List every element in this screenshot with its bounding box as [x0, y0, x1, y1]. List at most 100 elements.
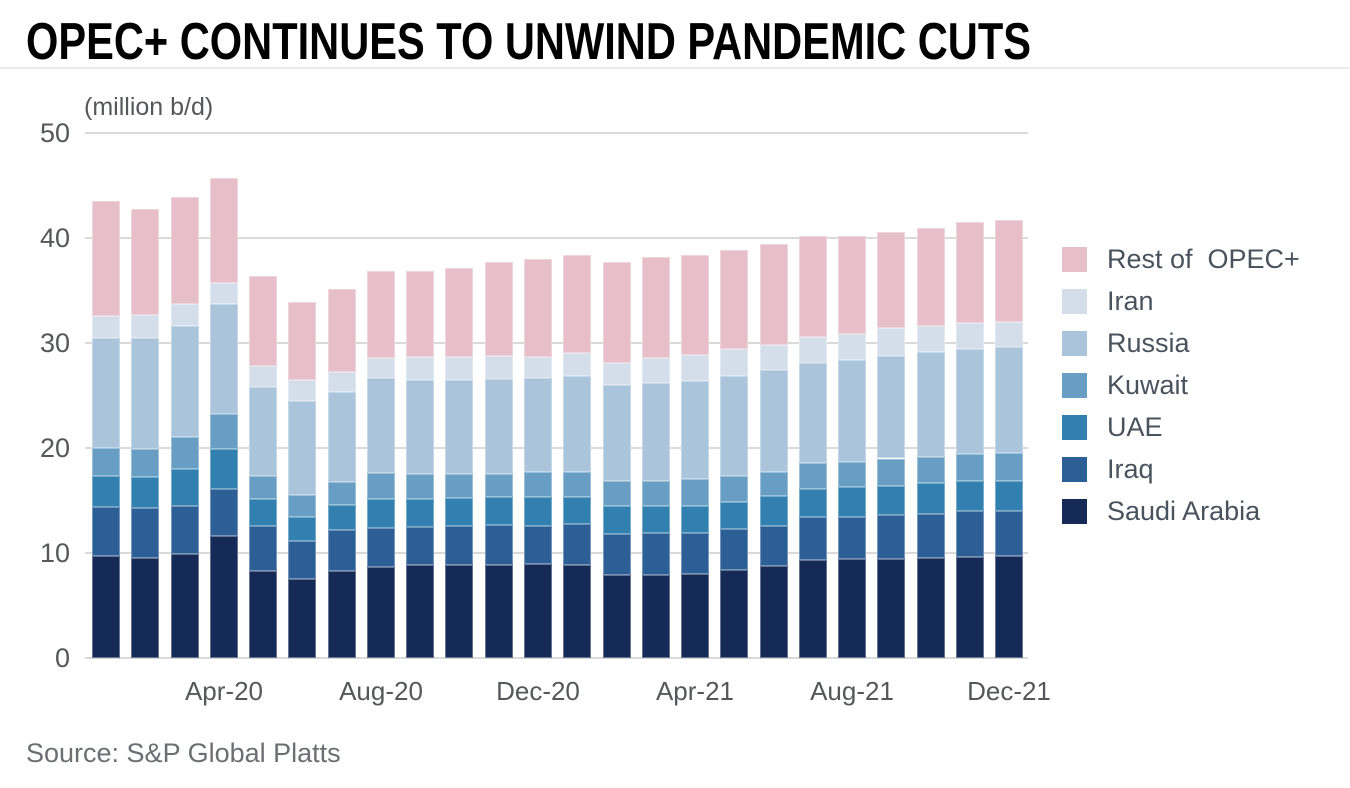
x-axis-tick-label: Apr-20	[184, 676, 264, 706]
legend-label: Kuwait	[1107, 370, 1189, 400]
bar-segment-kuwait	[563, 471, 591, 497]
bar-segment-uae	[92, 476, 120, 507]
bar-segment-saudi-arabia	[956, 557, 984, 658]
bar-segment-saudi-arabia	[720, 569, 748, 658]
bar-segment-kuwait	[524, 472, 552, 498]
bar-segment-saudi-arabia	[328, 570, 356, 658]
bar-segment-iraq	[524, 526, 552, 565]
bar-segment-iran	[210, 283, 238, 305]
bar-segment-iraq	[92, 506, 120, 557]
bar-segment-uae	[563, 496, 591, 525]
bar-segment-uae	[681, 505, 709, 534]
bar-segment-saudi-arabia	[995, 556, 1023, 658]
x-axis-tick-label: Aug-21	[810, 676, 894, 706]
bar-segment-russia	[524, 377, 552, 473]
gridline-y10	[85, 552, 1028, 554]
bar-segment-uae	[524, 497, 552, 527]
bar-segment-uae	[995, 480, 1023, 511]
y-axis-tick-label: 10	[39, 538, 70, 568]
bar-segment-rest-of-opec-	[171, 197, 199, 305]
bar-segment-rest-of-opec-	[799, 235, 827, 337]
bar-segment-iraq	[288, 541, 316, 580]
bar-segment-kuwait	[288, 494, 316, 517]
bar-Apr-21	[681, 254, 709, 658]
legend-item-iraq: Iraq	[1062, 454, 1300, 484]
bar-segment-rest-of-opec-	[956, 222, 984, 324]
y-axis-tick-label: 30	[39, 328, 70, 358]
legend-label: Iran	[1107, 286, 1154, 316]
bar-segment-rest-of-opec-	[642, 256, 670, 358]
bar-segment-rest-of-opec-	[249, 275, 277, 367]
x-axis-tick-label: Aug-20	[339, 676, 423, 706]
gridline-y40	[85, 237, 1028, 239]
bar-segment-kuwait	[328, 482, 356, 506]
legend-item-uae: UAE	[1062, 412, 1300, 442]
y-axis-tick-label: 40	[39, 223, 70, 253]
bar-segment-kuwait	[720, 476, 748, 502]
bar-segment-rest-of-opec-	[288, 301, 316, 381]
legend-swatch-icon	[1062, 331, 1087, 356]
bar-segment-iran	[563, 352, 591, 377]
bar-segment-uae	[328, 505, 356, 531]
bar-segment-rest-of-opec-	[406, 270, 434, 357]
y-axis-tick-label: 0	[54, 643, 70, 673]
legend-swatch-icon	[1062, 373, 1087, 398]
y-axis-tick-label: 50	[39, 118, 70, 148]
bar-Oct-20	[445, 267, 473, 658]
bar-segment-kuwait	[799, 462, 827, 489]
bar-segment-saudi-arabia	[563, 564, 591, 658]
bar-segment-uae	[760, 496, 788, 526]
bar-segment-kuwait	[917, 457, 945, 483]
bar-segment-iran	[720, 349, 748, 376]
legend-swatch-icon	[1062, 499, 1087, 524]
bar-segment-iraq	[956, 511, 984, 558]
bar-segment-iraq	[328, 530, 356, 571]
bar-segment-iran	[603, 362, 631, 385]
bar-segment-iran	[956, 323, 984, 350]
bar-segment-uae	[445, 498, 473, 526]
bar-segment-kuwait	[877, 458, 905, 486]
bar-segment-rest-of-opec-	[838, 235, 866, 334]
bar-segment-iran	[288, 380, 316, 402]
bar-segment-iran	[367, 357, 395, 378]
bar-segment-uae	[956, 480, 984, 511]
source-text: Source: S&P Global Platts	[26, 738, 341, 768]
bar-segment-iraq	[995, 511, 1023, 557]
bar-segment-iran	[524, 356, 552, 378]
bar-segment-russia	[171, 326, 199, 438]
bar-segment-uae	[917, 482, 945, 514]
legend-item-kuwait: Kuwait	[1062, 370, 1300, 400]
bar-segment-iraq	[406, 526, 434, 565]
bar-segment-saudi-arabia	[485, 564, 513, 658]
bar-segment-uae	[603, 505, 631, 535]
legend-item-iran: Iran	[1062, 286, 1300, 316]
bar-segment-iraq	[603, 534, 631, 576]
gridline-y30	[85, 342, 1028, 344]
bar-segment-iran	[995, 322, 1023, 348]
legend-item-rest-of-opec-: Rest of OPEC+	[1062, 244, 1300, 274]
bar-segment-russia	[760, 370, 788, 473]
bar-segment-uae	[210, 449, 238, 489]
bar-Aug-21	[838, 235, 866, 658]
bar-segment-uae	[642, 505, 670, 534]
bar-Jun-21	[760, 244, 788, 658]
bar-segment-rest-of-opec-	[760, 244, 788, 346]
bar-segment-iraq	[563, 524, 591, 565]
legend-swatch-icon	[1062, 289, 1087, 314]
bar-segment-saudi-arabia	[603, 575, 631, 658]
bar-segment-russia	[92, 337, 120, 448]
bar-segment-iran	[328, 371, 356, 392]
bar-segment-russia	[406, 379, 434, 475]
legend-label: Russia	[1107, 328, 1190, 358]
bar-segment-saudi-arabia	[445, 564, 473, 658]
bar-segment-kuwait	[485, 473, 513, 497]
bar-segment-kuwait	[760, 472, 788, 497]
bar-segment-iran	[799, 336, 827, 363]
bar-segment-rest-of-opec-	[485, 261, 513, 357]
bar-segment-iraq	[131, 507, 159, 559]
legend-label: Saudi Arabia	[1107, 496, 1261, 526]
bar-segment-iran	[681, 354, 709, 381]
bar-segment-russia	[799, 362, 827, 463]
bar-segment-uae	[406, 499, 434, 527]
